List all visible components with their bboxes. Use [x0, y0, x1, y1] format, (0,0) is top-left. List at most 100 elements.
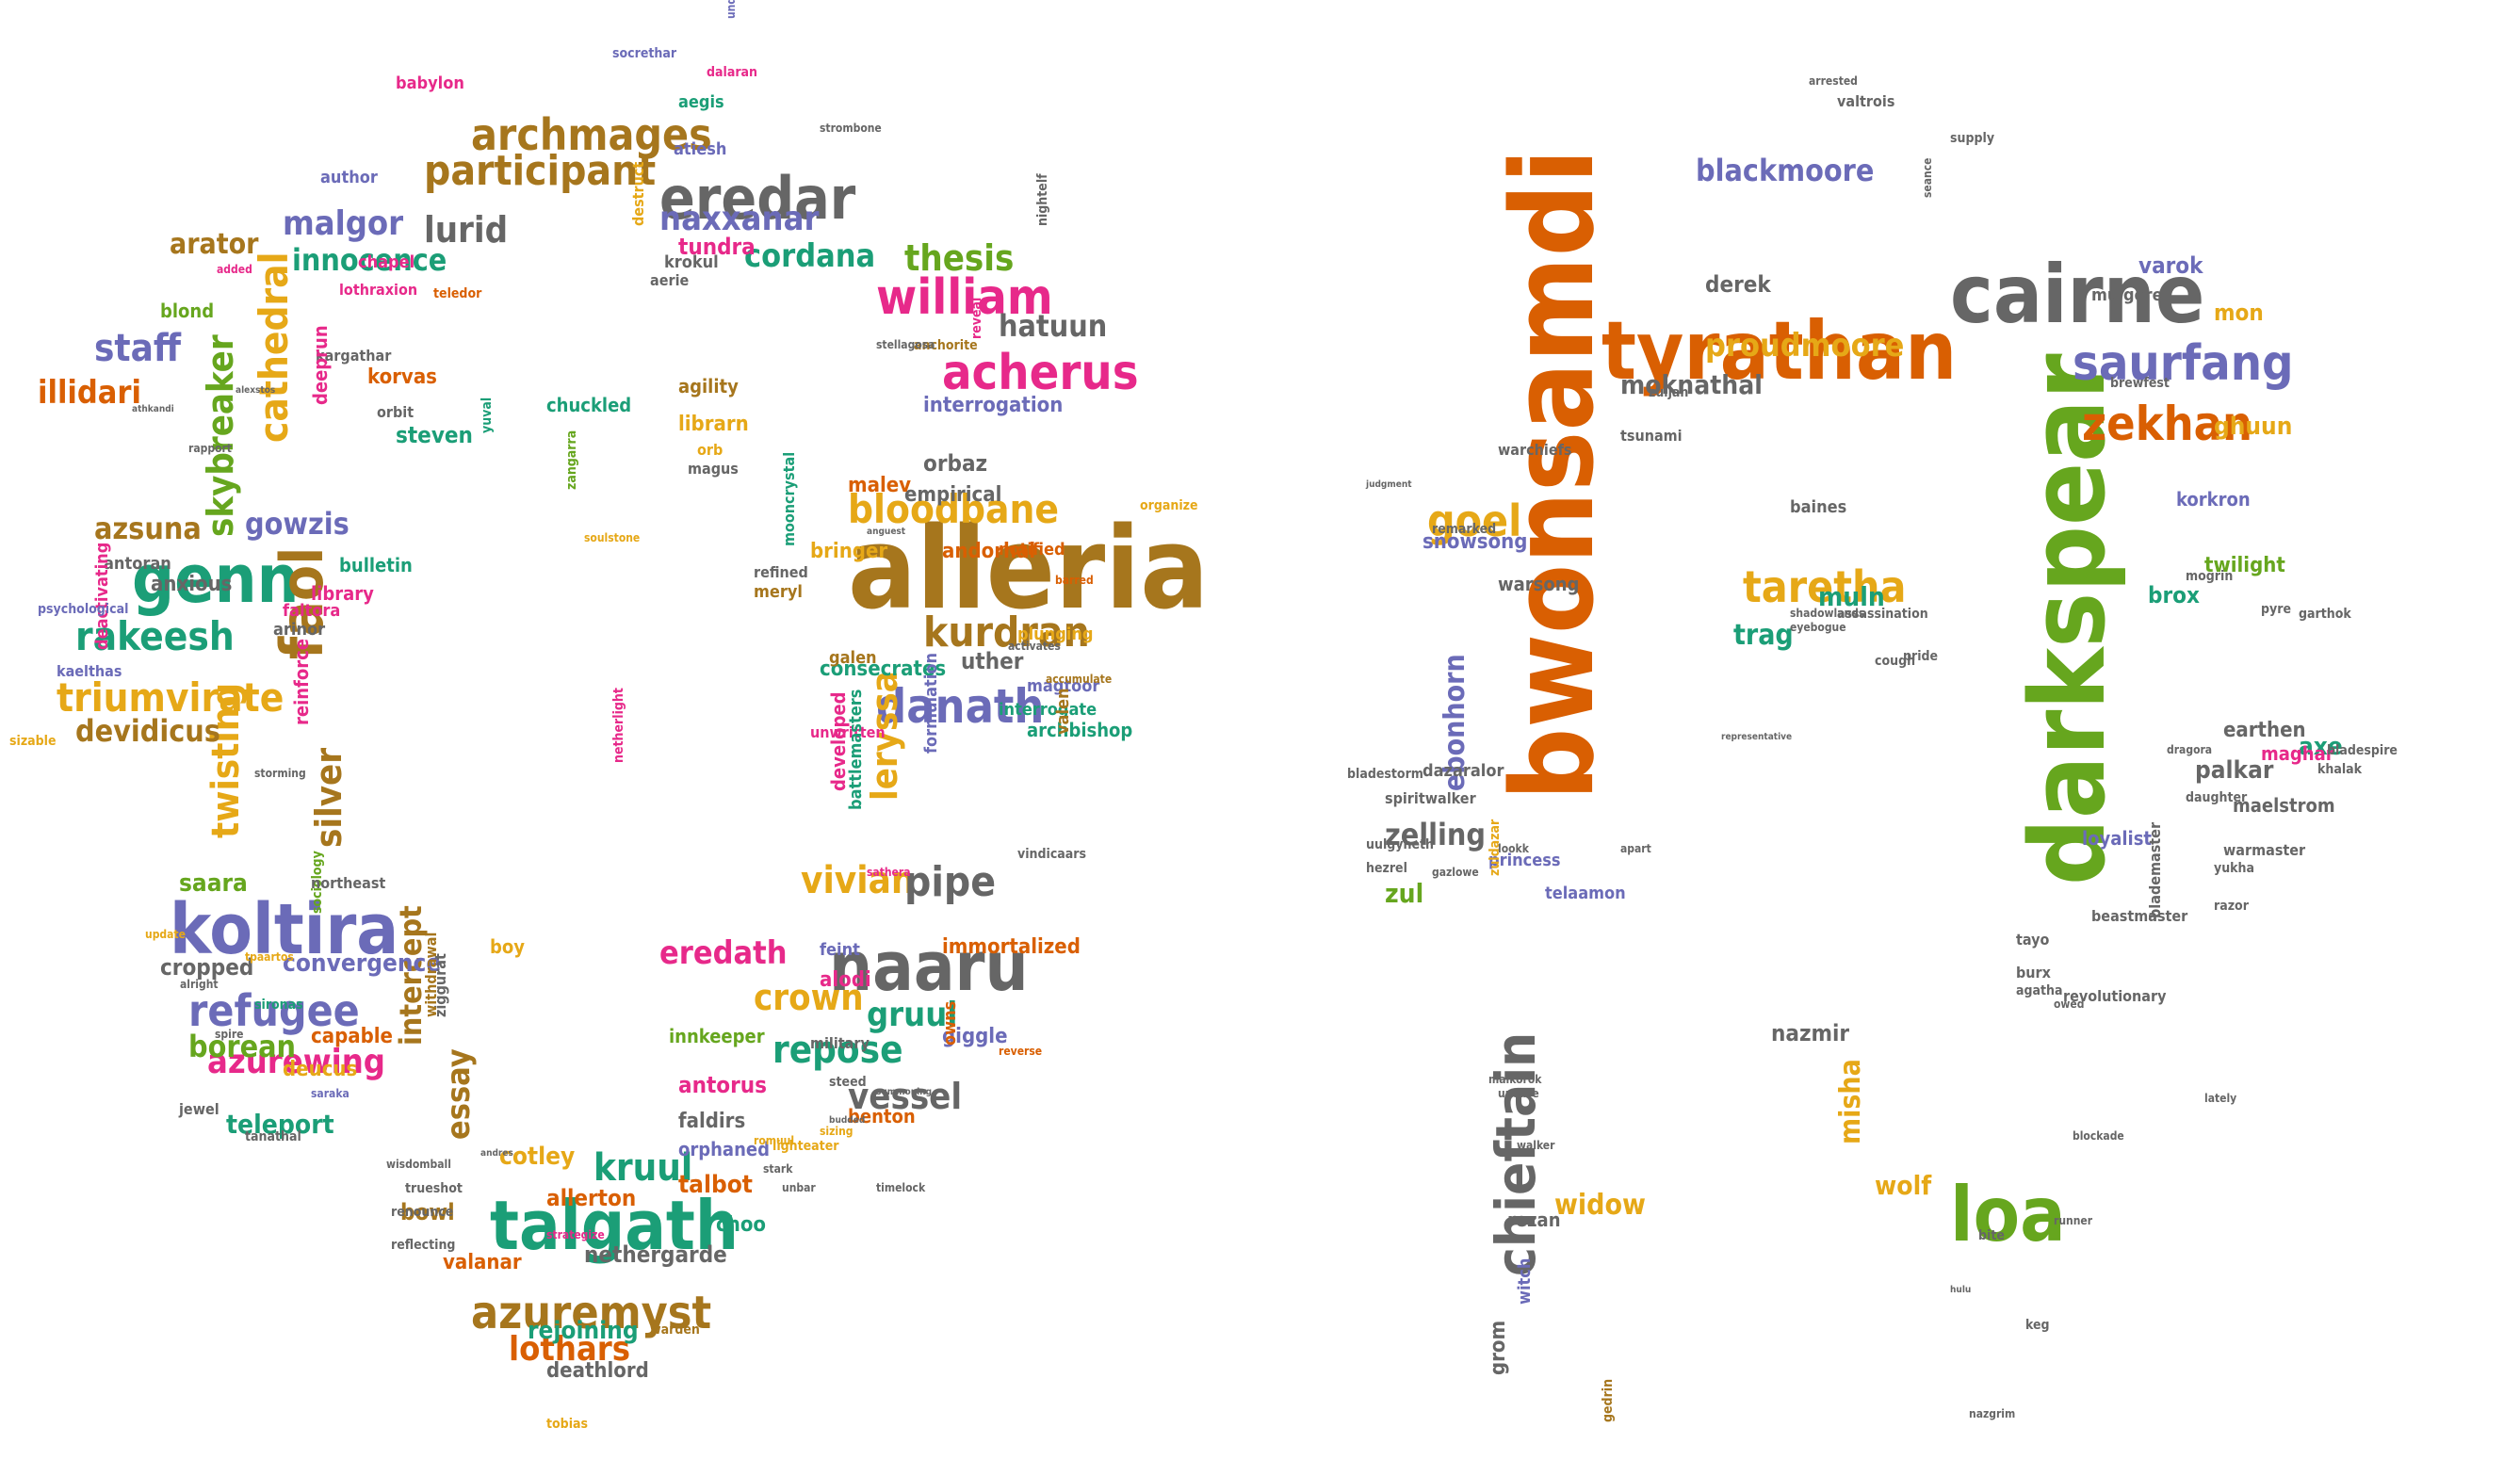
alliance-word-vessel: vessel	[848, 1076, 963, 1117]
alliance-word-allerton: allerton	[546, 1185, 637, 1211]
horde-word-ghuun: ghuun	[2214, 413, 2293, 441]
alliance-word-william: william	[876, 269, 1053, 326]
alliance-word-saara: saara	[179, 869, 248, 898]
horde-word-revolutionary: revolutionary	[2063, 987, 2167, 1005]
alliance-word-essay: essay	[440, 1048, 478, 1140]
horde-word-tsunami: tsunami	[1620, 427, 1683, 445]
horde-word-maelstrom: maelstrom	[2233, 794, 2335, 817]
alliance-word-unbar: unbar	[782, 1181, 816, 1194]
horde-word-dazaralor: dazaralor	[1423, 761, 1504, 781]
alliance-word-stellagosa: stellagosa	[876, 338, 935, 351]
alliance-word-twisting: twisting	[204, 682, 248, 838]
horde-word-apart: apart	[1620, 842, 1651, 855]
alliance-word-antoran: antoran	[104, 554, 171, 574]
alliance-word-gowzis: gowzis	[245, 506, 350, 542]
alliance-word-unwritten: unwritten	[810, 723, 886, 741]
alliance-word-eredar: eredar	[659, 164, 856, 233]
alliance-word-triumvirate: triumvirate	[57, 674, 285, 721]
horde-word-maghar: maghar	[2261, 742, 2334, 765]
alliance-word-thesis: thesis	[904, 237, 1015, 279]
alliance-word-arinor: arinor	[273, 620, 326, 640]
horde-word-supply: supply	[1950, 131, 1995, 146]
horde-word-tyrathan: tyrathan	[1601, 304, 1958, 398]
alliance-word-cathedral: cathedral	[251, 251, 297, 443]
horde-word-nazgrim: nazgrim	[1969, 1407, 2016, 1420]
alliance-word-lothars: lothars	[509, 1330, 631, 1369]
horde-word-cough: cough	[1875, 654, 1916, 669]
horde-word-nazmir: nazmir	[1771, 1020, 1850, 1046]
alliance-word-rapport: rapport	[188, 442, 232, 455]
alliance-word-innkeeper: innkeeper	[669, 1025, 765, 1047]
alliance-word-rejoining: rejoining	[528, 1317, 639, 1345]
alliance-word-library: library	[311, 582, 374, 605]
alliance-word-vindicaars: vindicaars	[1017, 847, 1086, 862]
alliance-word-krokul: krokul	[664, 252, 719, 272]
horde-word-mulgore: mulgore	[2091, 285, 2163, 305]
horde-word-widow: widow	[1554, 1189, 1646, 1222]
alliance-word-romuul: romuul	[754, 1134, 795, 1147]
alliance-word-orbit: orbit	[377, 403, 415, 421]
alliance-word-aegis: aegis	[678, 92, 724, 112]
alliance-word-cropped: cropped	[160, 954, 254, 981]
alliance-word-eredath: eredath	[659, 934, 788, 972]
alliance-word-deathlord: deathlord	[546, 1359, 649, 1383]
alliance-word-steed: steed	[829, 1075, 867, 1090]
alliance-word-borean: borean	[188, 1029, 297, 1064]
horde-word-proudmoore: proudmoore	[1705, 327, 1905, 365]
alliance-word-pipe: pipe	[904, 858, 997, 906]
alliance-word-orb: orb	[697, 441, 723, 459]
alliance-word-spire: spire	[215, 1028, 244, 1041]
alliance-word-naxxanar: naxxanar	[659, 200, 820, 238]
alliance-word-deucus: deucus	[283, 1058, 358, 1081]
horde-word-axe: axe	[2299, 733, 2343, 761]
alliance-word-blond: blond	[160, 300, 215, 322]
alliance-word-nethergarde: nethergarde	[584, 1241, 727, 1268]
horde-word-hezrel: hezrel	[1366, 861, 1407, 876]
alliance-word-andorhal: andorhal	[942, 540, 1036, 563]
alliance-word-alexstos: alexstos	[236, 385, 276, 396]
horde-word-razor: razor	[2214, 899, 2249, 914]
alliance-word-sizable: sizable	[9, 734, 57, 749]
alliance-word-battlemasters: battlemasters	[846, 689, 866, 810]
alliance-word-genn: genn	[132, 541, 300, 618]
alliance-word-deeprun: deeprun	[309, 325, 332, 405]
alliance-word-budded: budded	[829, 1115, 866, 1126]
alliance-word-malgor: malgor	[283, 204, 404, 243]
alliance-word-summoning: summoning	[876, 1087, 933, 1097]
horde-word-eyebogue: eyebogue	[1790, 621, 1846, 634]
alliance-word-kargathar: kargathar	[316, 347, 392, 365]
alliance-word-choo: choo	[716, 1213, 767, 1237]
horde-word-chieftain: chieftain	[1484, 1031, 1548, 1276]
alliance-word-notified: notified	[999, 540, 1065, 560]
alliance-word-uther: uther	[961, 648, 1024, 674]
alliance-word-cordana: cordana	[744, 237, 876, 275]
alliance-word-storming: storming	[254, 767, 306, 780]
horde-word-judgment: judgment	[1366, 479, 1412, 490]
horde-word-owed: owed	[2054, 998, 2085, 1011]
alliance-word-andres: andres	[480, 1148, 513, 1159]
horde-word-blackmoore: blackmoore	[1696, 153, 1875, 188]
alliance-word-soulstone: soulstone	[584, 531, 641, 544]
alliance-word-deactivating: deactivating	[92, 542, 112, 650]
alliance-word-staff: staff	[94, 327, 182, 370]
alliance-word-socrethar: socrethar	[612, 46, 677, 61]
alliance-word-illidari: illidari	[38, 374, 142, 412]
horde-word-goel: goel	[1427, 495, 1522, 546]
alliance-word-meryl: meryl	[754, 582, 803, 602]
alliance-word-empirical: empirical	[904, 483, 1002, 507]
alliance-word-azuremyst: azuremyst	[471, 1287, 712, 1339]
alliance-word-librarn: librarn	[678, 413, 749, 436]
alliance-crest-word-cloud: alleria koltira talgath naaru genn eredar faol…	[0, 0, 1225, 1476]
horde-word-shadowlands: shadowlands	[1790, 607, 1865, 620]
alliance-word-tpaartos: tpaartos	[245, 950, 294, 964]
horde-word-princess: princess	[1488, 851, 1561, 870]
alliance-word-reflecting: reflecting	[391, 1238, 456, 1253]
alliance-word-boy: boy	[490, 935, 525, 958]
horde-word-burx: burx	[2016, 964, 2051, 981]
alliance-word-talgath: talgath	[490, 1186, 740, 1265]
alliance-word-refugee: refugee	[188, 985, 360, 1036]
horde-word-valtrois: valtrois	[1837, 92, 1895, 110]
horde-word-baines: baines	[1790, 497, 1847, 517]
horde-word-gedrin: gedrin	[1601, 1378, 1616, 1422]
